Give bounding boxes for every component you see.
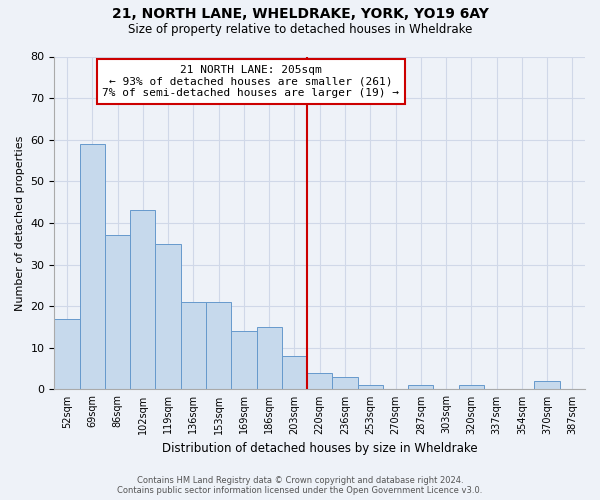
X-axis label: Distribution of detached houses by size in Wheldrake: Distribution of detached houses by size … <box>162 442 478 455</box>
Bar <box>80 144 105 390</box>
Bar <box>332 377 358 390</box>
Text: Contains HM Land Registry data © Crown copyright and database right 2024.
Contai: Contains HM Land Registry data © Crown c… <box>118 476 482 495</box>
Bar <box>130 210 155 390</box>
Bar <box>307 373 332 390</box>
Bar <box>535 381 560 390</box>
Bar <box>231 331 257 390</box>
Bar <box>458 386 484 390</box>
Bar <box>206 302 231 390</box>
Bar <box>55 318 80 390</box>
Y-axis label: Number of detached properties: Number of detached properties <box>15 136 25 310</box>
Text: Size of property relative to detached houses in Wheldrake: Size of property relative to detached ho… <box>128 22 472 36</box>
Bar <box>282 356 307 390</box>
Bar <box>155 244 181 390</box>
Text: 21, NORTH LANE, WHELDRAKE, YORK, YO19 6AY: 21, NORTH LANE, WHELDRAKE, YORK, YO19 6A… <box>112 8 488 22</box>
Bar <box>358 386 383 390</box>
Text: 21 NORTH LANE: 205sqm
← 93% of detached houses are smaller (261)
7% of semi-deta: 21 NORTH LANE: 205sqm ← 93% of detached … <box>102 65 399 98</box>
Bar <box>408 386 433 390</box>
Bar <box>257 327 282 390</box>
Bar <box>181 302 206 390</box>
Bar <box>105 236 130 390</box>
